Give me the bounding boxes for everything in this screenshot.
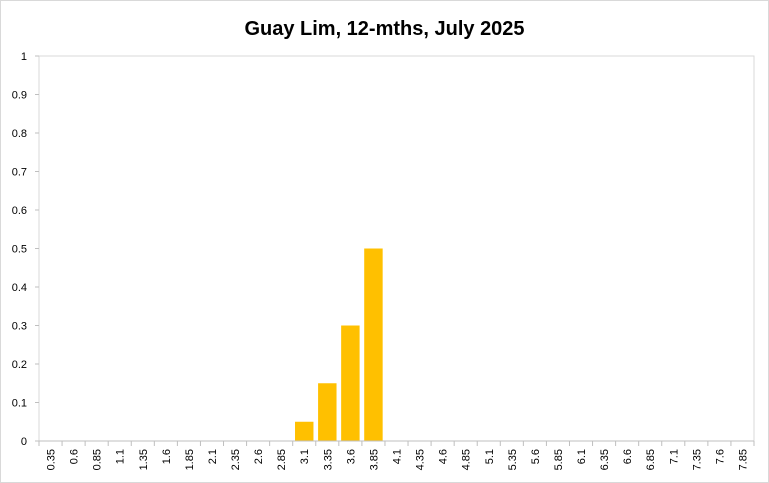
x-tick-label: 6.1 bbox=[576, 449, 588, 464]
x-tick-label: 5.6 bbox=[530, 449, 542, 464]
x-tick-label: 4.6 bbox=[438, 449, 450, 464]
x-tick-label: 5.85 bbox=[553, 449, 565, 470]
x-tick-label: 7.6 bbox=[714, 449, 726, 464]
x-tick-label: 4.1 bbox=[392, 449, 404, 464]
x-tick-label: 7.35 bbox=[691, 449, 703, 470]
x-tick-label: 2.1 bbox=[207, 449, 219, 464]
x-tick-label: 2.35 bbox=[230, 449, 242, 470]
x-axis-ticks: 0.35 0.6 0.85 1.1 1.35 1.6 1.85 2.1 2.35 2.6 2.85 3… bbox=[38, 441, 755, 470]
y-tick-label: 0.3 bbox=[12, 321, 27, 333]
chart-title: Guay Lim, 12-mths, July 2025 bbox=[244, 18, 525, 40]
x-tick-label: 2.85 bbox=[276, 449, 288, 470]
y-tick-label: 0.7 bbox=[12, 167, 27, 179]
x-tick-label: 7.85 bbox=[737, 449, 749, 470]
x-tick-label: 6.6 bbox=[622, 449, 634, 464]
bar-3.35 bbox=[318, 383, 337, 441]
bar-3.1 bbox=[295, 421, 314, 441]
x-tick-label: 6.85 bbox=[645, 449, 657, 470]
y-tick-label: 0.5 bbox=[12, 244, 27, 256]
bar-3.6 bbox=[341, 325, 360, 441]
x-tick-label: 3.1 bbox=[299, 449, 311, 464]
y-tick-label: 0.9 bbox=[12, 90, 27, 102]
y-tick-label: 0.1 bbox=[12, 398, 27, 410]
x-tick-label: 1.85 bbox=[184, 449, 196, 470]
y-tick-label: 0.6 bbox=[12, 205, 27, 217]
plot-area bbox=[38, 55, 755, 442]
x-tick-label: 1.1 bbox=[115, 449, 127, 464]
bar-3.85 bbox=[364, 248, 383, 441]
x-tick-label: 5.1 bbox=[484, 449, 496, 464]
y-tick-label: 1 bbox=[21, 51, 27, 63]
x-tick-label: 4.85 bbox=[461, 449, 473, 470]
x-tick-label: 3.6 bbox=[345, 449, 357, 464]
x-tick-label: 1.6 bbox=[161, 449, 173, 464]
x-tick-label: 5.35 bbox=[507, 449, 519, 470]
x-tick-label: 6.35 bbox=[599, 449, 611, 470]
x-tick-label: 0.6 bbox=[69, 449, 81, 464]
x-tick-label: 1.35 bbox=[138, 449, 150, 470]
y-tick-label: 0.2 bbox=[12, 359, 27, 371]
y-tick-label: 0.8 bbox=[12, 128, 27, 140]
x-tick-label: 0.35 bbox=[46, 449, 58, 470]
x-tick-label: 7.1 bbox=[668, 449, 680, 464]
x-tick-label: 0.85 bbox=[92, 449, 104, 470]
bars bbox=[295, 248, 383, 441]
y-axis-ticks: 0 0.1 0.2 0.3 0.4 0.5 0.6 0.7 0.8 0.9 1 bbox=[12, 51, 39, 448]
y-tick-label: 0 bbox=[21, 436, 27, 448]
y-tick-label: 0.4 bbox=[12, 282, 27, 294]
x-tick-label: 2.6 bbox=[253, 449, 265, 464]
x-tick-label: 3.35 bbox=[322, 449, 334, 470]
x-tick-label: 3.85 bbox=[368, 449, 380, 470]
x-tick-label: 4.35 bbox=[415, 449, 427, 470]
